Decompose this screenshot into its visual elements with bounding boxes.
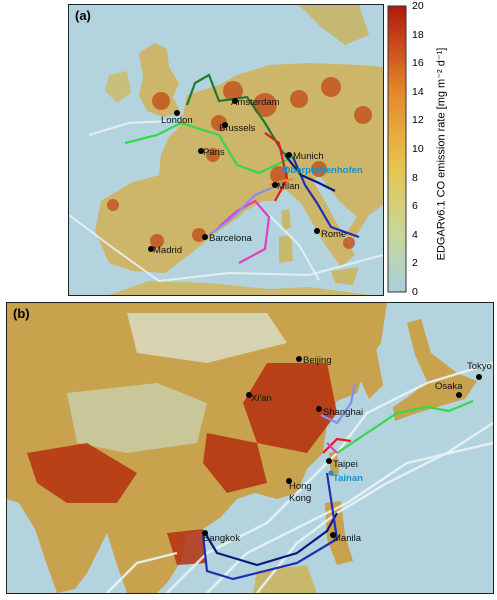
city-label-madrid: Madrid [153,245,182,256]
route-green [124,121,294,175]
city-markers-asia [202,356,482,538]
colorbar: 20 18 16 14 12 10 8 6 4 2 0 EDGARv6.1 CO emission … [384,0,494,298]
route-lavender [320,382,357,425]
map-panel-europe: Amsterdam London Brussels Paris Munich O… [68,4,384,296]
panel-label-a: (a) [75,8,91,23]
colorbar-tick-label: 20 [412,0,424,12]
route-blue [201,472,339,581]
route-lavender [208,181,284,236]
land-north-africa [109,281,369,295]
europe-map: Amsterdam London Brussels Paris Munich O… [69,5,383,295]
land-mongolia [127,313,287,363]
city-label-tainan: Tainan [333,473,363,484]
land-corsica [281,209,291,231]
route-magenta [326,442,338,454]
route-magenta [218,199,271,264]
colorbar-tick-label: 10 [412,143,424,155]
city-label-shanghai: Shanghai [323,407,363,418]
land-sardinia [279,235,293,263]
land-scandinavia [299,5,369,45]
land-tibet [67,383,207,453]
emission-hotspots [107,77,372,249]
land-korea [359,343,383,399]
city-label-london: London [161,115,193,126]
route-navy [284,154,336,192]
city-label-manila: Manila [333,533,362,544]
colorbar-tick-label: 12 [412,114,424,127]
asia-map: Beijing Xi'an Shanghai Osaka Tokyo Taipe… [7,303,493,593]
land-sicily [331,267,359,285]
emission-dense-regions [27,363,337,565]
city-label-kong: Kong [289,493,311,504]
land-ireland [105,71,131,103]
colorbar-tick-label: 6 [412,200,418,213]
city-label-osaka: Osaka [435,381,463,392]
colorbar-tick-label: 4 [412,228,418,241]
route-red [264,132,289,202]
land-mainland-europe [95,63,383,273]
city-label-xian: Xi'an [251,393,272,404]
route-navy [204,512,338,567]
city-markers-europe [148,98,320,252]
map-panel-asia: Beijing Xi'an Shanghai Osaka Tokyo Taipe… [6,302,494,594]
colorbar-tick-label: 18 [412,28,424,41]
city-label-munich: Munich [293,151,324,162]
city-label-taipei: Taipei [333,459,358,470]
city-label-barcelona: Barcelona [209,233,252,244]
colorbar-tick-label: 8 [412,171,418,184]
city-label-beijing: Beijing [303,355,332,366]
colorbar-tick-label: 0 [412,286,418,298]
city-label-paris: Paris [203,147,225,158]
land-japan [393,319,477,421]
city-label-oberpfaffenhofen: Oberpfaffenhofen [283,165,363,176]
city-label-rome: Rome [321,229,346,240]
city-label-bangkok: Bangkok [203,533,240,544]
route-red [322,437,352,454]
land-borneo [253,565,317,593]
colorbar-tick-label: 2 [412,257,418,270]
city-label-tokyo: Tokyo [467,361,492,372]
colorbar-tick-label: 16 [412,57,424,70]
city-label-brussels: Brussels [219,123,256,134]
colorbar-tick-label: 14 [412,85,424,98]
city-label-milan: Milan [277,181,300,192]
panel-label-b: (b) [13,306,30,321]
land-great-britain [139,43,181,117]
colorbar-title: EDGARv6.1 CO emission rate [mg m⁻² d⁻¹] [435,47,448,261]
shipping-lanes [69,120,383,283]
route-green [336,399,474,454]
city-label-hong: Hong [289,481,312,492]
flight-routes [201,382,474,581]
colorbar-gradient [387,5,407,293]
city-label-amsterdam: Amsterdam [231,97,280,108]
